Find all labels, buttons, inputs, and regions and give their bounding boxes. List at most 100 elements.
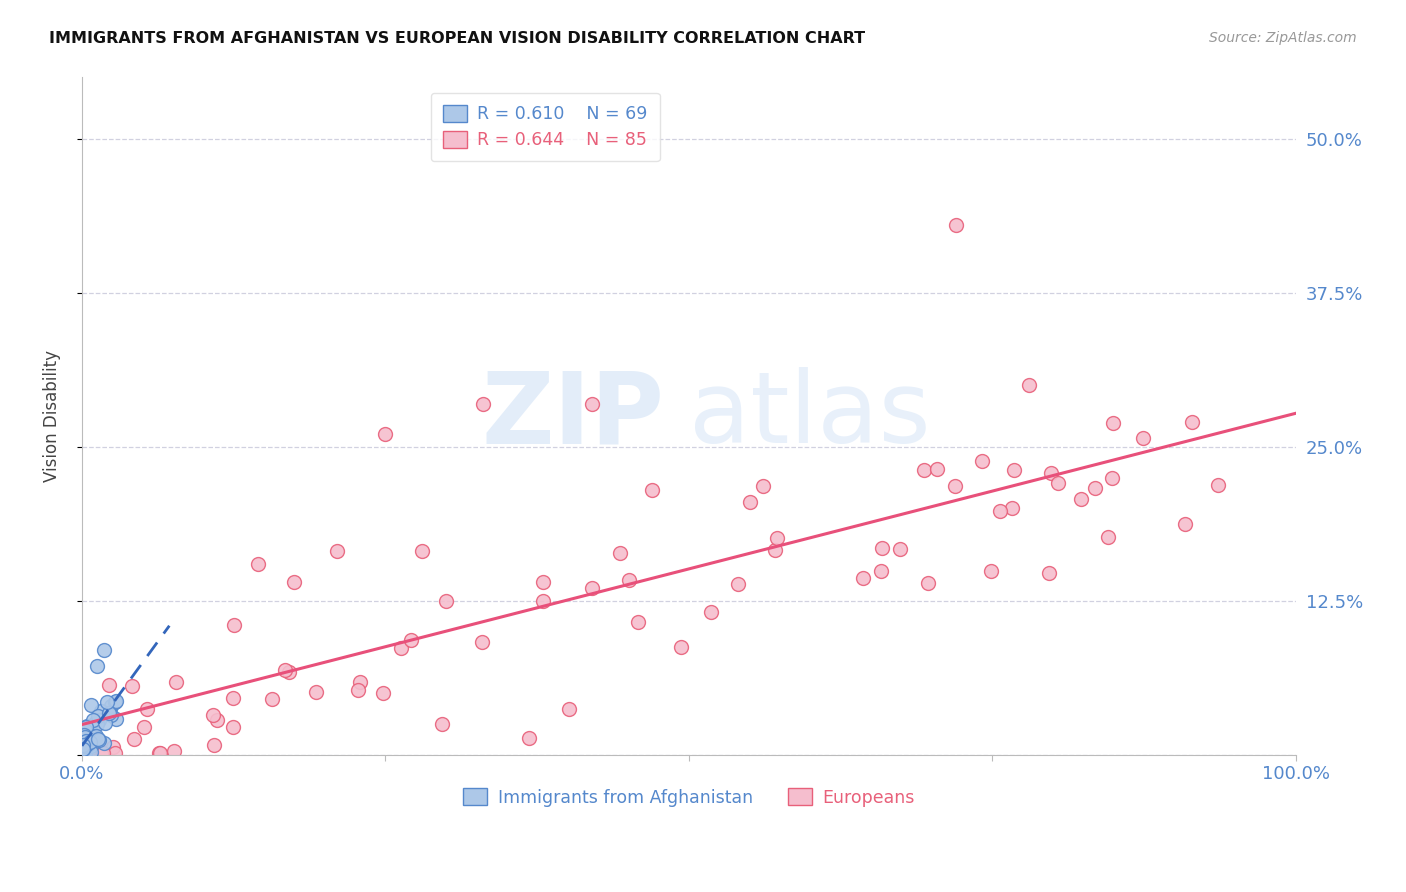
Point [917, 575, 939, 590]
Point [77, 727, 100, 741]
Point [389, 641, 412, 656]
Point [531, 593, 554, 607]
Point [869, 564, 891, 578]
Point [80, 745, 103, 759]
Point [96, 695, 118, 709]
Point [72, 736, 94, 750]
Point [609, 546, 631, 560]
Point [1038, 566, 1060, 580]
Point [669, 640, 692, 654]
Point [399, 633, 422, 648]
Point [72, 742, 94, 756]
Point [752, 479, 775, 493]
Text: atlas: atlas [689, 368, 931, 465]
Point [72, 735, 94, 749]
Text: Source: ZipAtlas.com: Source: ZipAtlas.com [1209, 31, 1357, 45]
Point [347, 682, 370, 697]
Point [1097, 531, 1119, 545]
Point [765, 542, 787, 557]
Point [222, 720, 245, 734]
Point [73, 732, 96, 747]
Point [738, 495, 761, 509]
Point [430, 717, 453, 731]
Point [73, 734, 96, 748]
Point [349, 675, 371, 690]
Point [149, 747, 172, 761]
Point [80, 730, 103, 744]
Point [72, 745, 94, 759]
Point [278, 665, 301, 680]
Point [246, 557, 269, 571]
Point [76, 718, 98, 732]
Point [76, 738, 98, 752]
Point [73, 731, 96, 746]
Point [927, 462, 949, 476]
Point [222, 618, 245, 632]
Point [1001, 500, 1024, 515]
Point [100, 698, 122, 713]
Point [100, 707, 122, 722]
Point [641, 483, 664, 497]
Point [1101, 470, 1123, 484]
Point [1181, 415, 1204, 429]
Point [914, 463, 936, 477]
Point [93, 643, 115, 657]
Point [94, 716, 117, 731]
Point [75, 735, 97, 749]
Point [581, 582, 603, 596]
Point [90, 704, 112, 718]
Point [86, 732, 108, 747]
Point [201, 707, 224, 722]
Point [73, 730, 96, 744]
Point [1084, 481, 1107, 495]
Point [434, 593, 457, 607]
Point [89, 713, 111, 727]
Point [80, 727, 103, 741]
Point [86, 659, 108, 673]
Point [76, 736, 98, 750]
Point [852, 571, 875, 585]
Point [79, 735, 101, 749]
Point [980, 564, 1002, 578]
Point [163, 744, 186, 758]
Point [75, 733, 97, 747]
Legend: Immigrants from Afghanistan, Europeans: Immigrants from Afghanistan, Europeans [456, 781, 922, 814]
Y-axis label: Vision Disability: Vision Disability [44, 350, 60, 482]
Point [76, 738, 98, 752]
Point [83, 716, 105, 731]
Point [1101, 417, 1123, 431]
Point [73, 723, 96, 738]
Point [72, 742, 94, 756]
Point [75, 740, 97, 755]
Point [766, 531, 789, 545]
Point [1002, 463, 1025, 477]
Point [72, 739, 94, 753]
Point [73, 746, 96, 760]
Point [122, 732, 145, 747]
Point [558, 701, 581, 715]
Point [1070, 491, 1092, 506]
Point [1206, 478, 1229, 492]
Point [73, 736, 96, 750]
Point [73, 747, 96, 761]
Point [75, 739, 97, 753]
Point [86, 717, 108, 731]
Point [870, 541, 893, 555]
Point [75, 747, 97, 761]
Point [889, 541, 911, 556]
Point [943, 479, 966, 493]
Point [471, 397, 494, 411]
Point [86, 729, 108, 743]
Text: IMMIGRANTS FROM AFGHANISTAN VS EUROPEAN VISION DISABILITY CORRELATION CHART: IMMIGRANTS FROM AFGHANISTAN VS EUROPEAN … [49, 31, 865, 46]
Point [101, 740, 124, 755]
Point [471, 635, 494, 649]
Point [75, 735, 97, 749]
Point [1039, 467, 1062, 481]
Point [148, 747, 170, 761]
Text: ZIP: ZIP [482, 368, 665, 465]
Point [79, 735, 101, 749]
Point [93, 747, 115, 761]
Point [970, 453, 993, 467]
Point [80, 741, 103, 756]
Point [104, 694, 127, 708]
